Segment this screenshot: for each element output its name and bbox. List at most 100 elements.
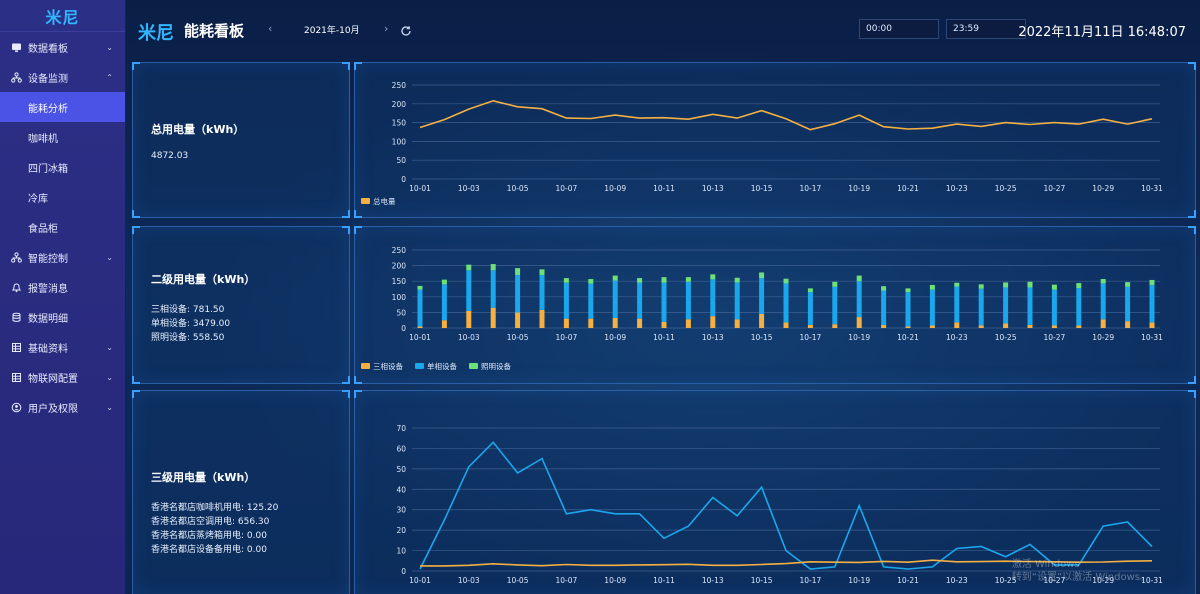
bar-segment — [807, 324, 813, 328]
start-time-input[interactable]: 00:00 — [859, 19, 939, 39]
level2-energy-chart-panel: 0 50 100 150 200 250 10-01 10-03 10-05 10-07 10-09… — [354, 226, 1196, 384]
bar-segment — [783, 322, 789, 328]
series-line — [419, 441, 1153, 570]
level2-energy-title: 二级用电量（kWh） — [151, 273, 256, 286]
total-energy-panel: 总用电量（kWh） 4872.03 — [132, 62, 350, 218]
y-tick-label: 200 — [392, 100, 407, 109]
bar-segment — [515, 312, 521, 328]
bar-segment — [685, 277, 691, 282]
bar-segment — [881, 286, 887, 291]
bar-segment — [441, 320, 447, 328]
sidebar-item-label: 设备监测 — [28, 73, 68, 85]
y-tick-label: 0 — [401, 324, 406, 333]
prev-month-button[interactable]: ‹ — [268, 22, 273, 35]
legend-label: 三相设备 — [373, 361, 403, 371]
sidebar-item-sidebar-items-0[interactable]: 数据看板 ⌄ — [0, 32, 125, 62]
refresh-icon[interactable] — [400, 22, 412, 41]
x-tick-label: 10-27 — [1044, 576, 1066, 585]
bar-segment — [466, 310, 472, 328]
bar-segment — [759, 278, 765, 314]
bar-segment — [1125, 282, 1131, 287]
table-icon — [10, 371, 22, 383]
sidebar-item-sidebar-more_items-1[interactable]: 报警消息 — [0, 272, 125, 302]
sidebar: 米尼 数据看板 ⌄ 设备监测 ⌃ 能耗分析 咖啡机 四门冰箱 冷库 食品柜 智能控制 ⌄ 报警消息 数据… — [0, 0, 126, 594]
legend-swatch — [469, 363, 478, 369]
sidebar-item-sidebar-more_items-3[interactable]: 基础资料 ⌄ — [0, 332, 125, 362]
bar-segment — [1100, 279, 1106, 284]
sidebar-item-sidebar-more_items-2[interactable]: 数据明细 — [0, 302, 125, 332]
bar-segment — [466, 264, 472, 271]
bar-segment — [1027, 324, 1033, 328]
sidebar-item-sidebar-more_items-5[interactable]: 用户及权限 ⌄ — [0, 392, 125, 422]
x-tick-label: 10-13 — [702, 333, 724, 342]
end-time-input[interactable]: 23:59 — [946, 19, 1026, 39]
sidebar-item-sidebar-items-1[interactable]: 设备监测 ⌃ — [0, 62, 125, 92]
bar-segment — [832, 281, 838, 287]
sidebar-subitem[interactable]: 冷库 — [28, 193, 48, 205]
y-tick-label: 0 — [401, 175, 406, 184]
level2-line-2: 单相设备: 3479.00 — [151, 319, 231, 329]
next-month-button[interactable]: › — [384, 22, 389, 35]
bar-segment — [637, 318, 643, 328]
sidebar-item-sidebar-more_items-4[interactable]: 物联网配置 ⌄ — [0, 362, 125, 392]
bar-segment — [954, 322, 960, 328]
bar-segment — [612, 318, 618, 328]
bar-segment — [832, 324, 838, 328]
monitor-icon — [10, 41, 22, 53]
y-tick-label: 100 — [392, 137, 407, 146]
sidebar-subitem[interactable]: 四门冰箱 — [28, 163, 68, 175]
bar-segment — [1149, 284, 1155, 323]
bar-segment — [1051, 284, 1057, 290]
bar-segment — [929, 284, 935, 290]
sidebar-item-label: 基础资料 — [28, 343, 68, 355]
bar-segment — [710, 316, 716, 328]
level3-line-1: 香港名都店咖啡机用电: 125.20 — [151, 503, 279, 513]
bar-segment — [1076, 288, 1082, 326]
total-energy-chart-panel: 0 50 100 150 200 250 10-01 10-03 10-05 10-07 10-09… — [354, 62, 1196, 218]
x-tick-label: 10-27 — [1044, 184, 1066, 193]
chevron-down-icon: ⌄ — [106, 372, 113, 382]
level2-energy-chart: 0 50 100 150 200 250 10-01 10-03 10-05 10-07 10-09… — [361, 246, 1163, 371]
sidebar-item-label: 数据看板 — [28, 43, 68, 55]
x-tick-label: 10-31 — [1141, 333, 1163, 342]
bar-segment — [929, 289, 935, 326]
bar-segment — [441, 279, 447, 285]
total-energy-title: 总用电量（kWh） — [151, 123, 245, 136]
watermark-line-2: 转到“设置”以激活 Windows。 — [1011, 572, 1150, 583]
y-tick-label: 50 — [396, 308, 406, 317]
x-tick-label: 10-31 — [1141, 576, 1163, 585]
y-tick-label: 20 — [396, 526, 406, 535]
y-tick-label: 60 — [396, 444, 406, 453]
sidebar-subitem[interactable]: 能耗分析 — [0, 92, 125, 122]
x-tick-label: 10-05 — [507, 576, 529, 585]
y-tick-label: 40 — [396, 485, 406, 494]
bar-segment — [1076, 283, 1082, 289]
bar-segment — [466, 270, 472, 311]
bar-segment — [417, 289, 423, 327]
bar-segment — [1076, 325, 1082, 328]
level3-line-2: 香港名都店空调用电: 656.30 — [151, 517, 270, 527]
x-tick-label: 10-07 — [556, 184, 578, 193]
sidebar-subitem[interactable]: 咖啡机 — [28, 133, 58, 145]
bar-segment — [1100, 283, 1106, 320]
bar-segment — [515, 268, 521, 275]
main-area: 米尼 能耗看板 ‹ 2021年-10月 › 00:00 23:59 2022年1… — [126, 0, 1200, 594]
sidebar-item-label: 智能控制 — [28, 253, 68, 265]
x-tick-label: 10-15 — [751, 333, 773, 342]
y-tick-label: 50 — [396, 465, 406, 474]
series-line — [420, 559, 1153, 567]
month-picker[interactable]: 2021年-10月 — [304, 26, 360, 36]
bar-segment — [661, 321, 667, 328]
bar-segment — [832, 286, 838, 325]
sidebar-logo[interactable]: 米尼 — [45, 7, 80, 27]
bar-segment — [905, 326, 911, 328]
sidebar-subitem[interactable]: 食品柜 — [28, 223, 58, 235]
level2-line-1: 三相设备: 781.50 — [151, 305, 225, 315]
bar-segment — [417, 326, 423, 328]
x-tick-label: 10-13 — [702, 184, 724, 193]
sidebar-item-sidebar-more_items-0[interactable]: 智能控制 ⌄ — [0, 242, 125, 272]
y-tick-label: 200 — [392, 262, 407, 271]
x-tick-label: 10-27 — [1044, 333, 1066, 342]
sidebar-logo-bar: 米尼 — [0, 0, 125, 32]
legend-swatch — [361, 363, 370, 369]
